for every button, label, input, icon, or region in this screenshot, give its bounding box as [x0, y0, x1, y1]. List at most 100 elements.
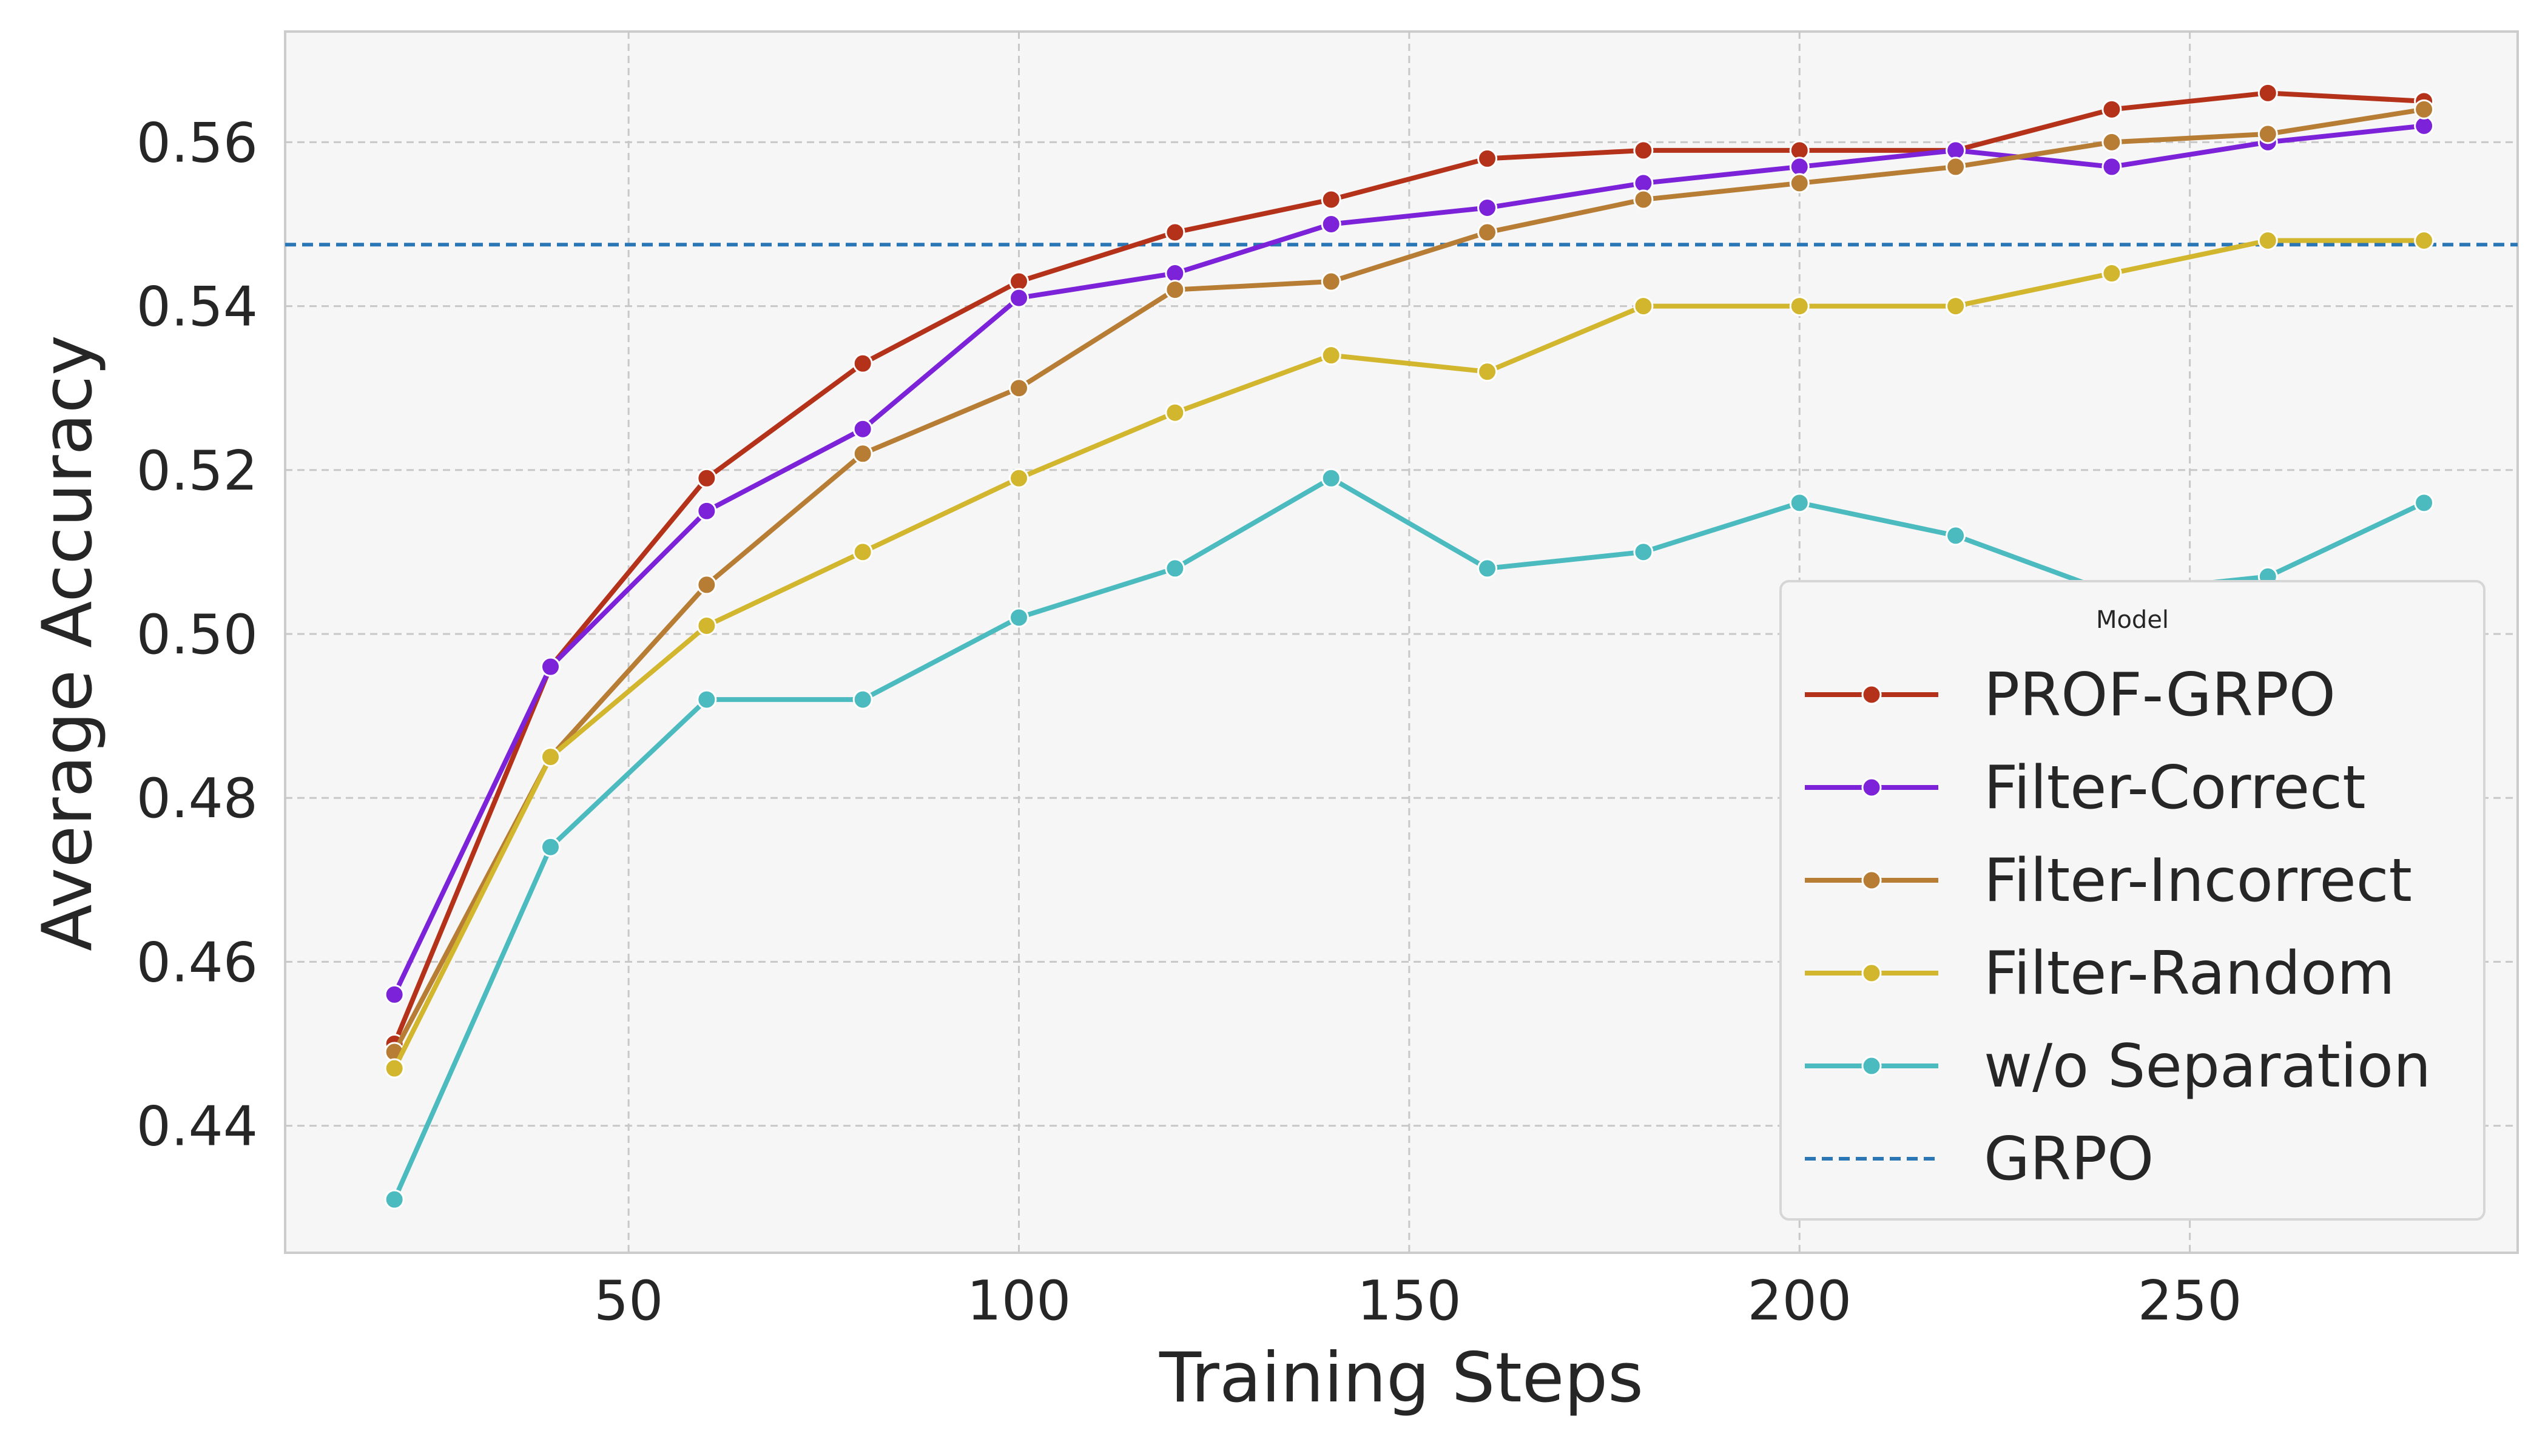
series-filter-random — [384, 231, 2435, 1079]
series-lines — [384, 83, 2435, 1210]
legend-entry-w-o-separation: w/o Separation — [1805, 1032, 2431, 1101]
data-point — [1165, 263, 1185, 284]
legend-marker — [1861, 963, 1882, 983]
y-tick-label: 0.46 — [136, 931, 258, 994]
data-point — [2101, 263, 2122, 284]
y-axis-title: Average Accuracy — [27, 335, 107, 951]
data-point — [540, 837, 561, 857]
data-point — [1321, 214, 1341, 234]
legend-label: Filter-Incorrect — [1984, 846, 2412, 915]
data-point — [540, 747, 561, 767]
data-point — [852, 689, 873, 710]
x-tick-label: 200 — [1747, 1269, 1852, 1333]
data-point — [1477, 148, 1498, 169]
legend-label: GRPO — [1984, 1125, 2154, 1194]
legend-box — [1779, 580, 2486, 1221]
data-point — [384, 1058, 405, 1079]
data-point — [1009, 378, 1030, 399]
data-point — [384, 984, 405, 1005]
data-point — [1477, 222, 1498, 243]
data-point — [696, 500, 717, 521]
data-point — [2101, 99, 2122, 120]
series-filter-incorrect — [384, 99, 2435, 1062]
series-line-filter-incorrect — [392, 107, 2427, 1055]
series-filter-correct — [384, 115, 2435, 1005]
x-tick-label: 150 — [1357, 1269, 1461, 1333]
legend-label: Filter-Random — [1984, 939, 2395, 1008]
legend-marker — [1861, 777, 1882, 798]
legend-entry-filter-incorrect: Filter-Incorrect — [1805, 846, 2412, 915]
x-axis-ticks: 50 100 150 200 250 — [594, 1269, 2242, 1333]
series-line-filter-correct — [392, 123, 2427, 997]
data-point — [2257, 124, 2278, 144]
data-point — [1321, 345, 1341, 366]
data-point — [696, 575, 717, 595]
data-point — [1946, 140, 1966, 161]
data-point — [2257, 231, 2278, 251]
data-point — [1477, 362, 1498, 382]
data-point — [1009, 607, 1030, 628]
legend-marker — [1861, 684, 1882, 705]
series-line-filter-random — [392, 238, 2427, 1071]
legend: Model PROF-GRPO Filter-Correct Filter-Inco… — [1779, 580, 2486, 1221]
data-point — [1009, 468, 1030, 488]
y-tick-label: 0.52 — [136, 439, 258, 503]
data-point — [852, 443, 873, 464]
legend-label: PROF-GRPO — [1984, 661, 2336, 730]
data-point — [1633, 173, 1654, 194]
data-point — [1321, 271, 1341, 292]
data-point — [1789, 140, 1810, 161]
data-point — [1789, 157, 1810, 177]
data-point — [1789, 493, 1810, 513]
data-point — [852, 419, 873, 439]
legend-label: Filter-Correct — [1984, 753, 2366, 823]
data-point — [696, 615, 717, 636]
data-point — [1477, 197, 1498, 218]
data-point — [696, 468, 717, 488]
data-point — [1321, 189, 1341, 210]
legend-entry-filter-correct: Filter-Correct — [1805, 753, 2366, 823]
data-point — [2414, 231, 2435, 251]
y-tick-label: 0.48 — [136, 767, 258, 831]
x-tick-label: 250 — [2138, 1269, 2242, 1333]
data-point — [2414, 115, 2435, 136]
data-point — [1789, 296, 1810, 317]
x-tick-label: 100 — [967, 1269, 1071, 1333]
data-point — [2414, 493, 2435, 513]
legend-entry-grpo: GRPO — [1805, 1125, 2154, 1194]
data-point — [1477, 558, 1498, 579]
y-tick-label: 0.50 — [136, 603, 258, 667]
data-point — [1321, 468, 1341, 488]
data-point — [1946, 525, 1966, 546]
data-point — [1633, 189, 1654, 210]
y-tick-label: 0.56 — [136, 111, 258, 175]
data-point — [2257, 83, 2278, 103]
data-point — [2101, 132, 2122, 152]
x-tick-label: 50 — [594, 1269, 664, 1333]
legend-label: w/o Separation — [1984, 1032, 2431, 1101]
data-point — [1946, 296, 1966, 317]
y-tick-label: 0.44 — [136, 1095, 258, 1159]
legend-title: Model — [2096, 606, 2169, 634]
legend-marker — [1861, 1056, 1882, 1076]
y-tick-label: 0.54 — [136, 275, 258, 339]
data-point — [696, 689, 717, 710]
data-point — [1633, 296, 1654, 317]
data-point — [852, 353, 873, 374]
data-point — [1009, 288, 1030, 308]
data-point — [1165, 558, 1185, 579]
data-point — [384, 1189, 405, 1210]
data-point — [1633, 542, 1654, 562]
data-point — [1009, 271, 1030, 292]
legend-entries: PROF-GRPO Filter-Correct Filter-Incorrect F… — [1805, 661, 2431, 1194]
legend-entry-filter-random: Filter-Random — [1805, 939, 2395, 1008]
data-point — [1165, 280, 1185, 300]
data-point — [852, 542, 873, 562]
data-point — [1165, 222, 1185, 243]
data-point — [540, 656, 561, 677]
data-point — [1165, 402, 1185, 423]
y-axis-ticks: 0.44 0.46 0.48 0.50 0.52 0.54 0.56 — [136, 111, 258, 1158]
legend-marker — [1861, 870, 1882, 891]
x-axis-title: Training Steps — [1159, 1338, 1643, 1418]
